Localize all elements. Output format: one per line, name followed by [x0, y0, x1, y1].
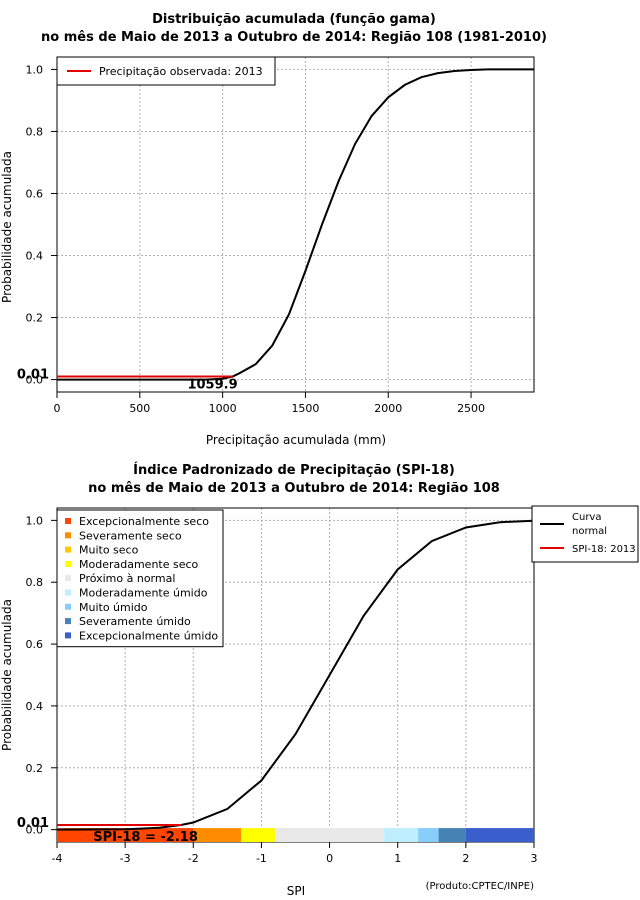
chart2-category-legend-label: Excepcionalmente úmido: [79, 629, 218, 642]
chart2-category-legend-label: Moderadamente seco: [79, 558, 199, 571]
chart2-x-tick-label: 1: [394, 852, 401, 865]
chart2-line-legend-label: normal: [572, 526, 607, 537]
chart2-line-legend-box: [531, 505, 639, 563]
chart2-normal-curve: [56, 519, 535, 831]
chart2-category-legend-label: Moderadamente úmido: [79, 587, 208, 600]
chart2-line-legend-label: Curva: [572, 512, 601, 523]
chart1-x-tick-label: 0: [54, 402, 61, 415]
chart1-y-tick-label: 0.2: [26, 312, 44, 325]
chart1-y-tick-label: 0.4: [26, 250, 44, 263]
chart2-y-axis-label: Probabilidade acumulada: [0, 599, 14, 751]
chart2-category-legend-label: Excepcionalmente seco: [79, 515, 209, 528]
chart2-category-band: [193, 828, 241, 842]
chart1-x-tick-label: 1500: [291, 402, 319, 415]
chart2-category-legend-swatch: [65, 532, 71, 539]
chart2-y-tick-label: 0.0: [26, 824, 44, 837]
chart2-line-legend-label: SPI-18: 2013: [572, 544, 636, 555]
chart2-y-tick-label: 0.6: [26, 638, 44, 651]
chart2-category-band: [465, 828, 534, 842]
chart2-category-band: [240, 828, 276, 842]
chart2-prob-label: 0.01: [17, 816, 49, 831]
chart1-legend-box: [56, 56, 276, 86]
chart2-category-legend-label: Severamente seco: [79, 529, 182, 542]
chart1-value-label: 1059.9: [187, 378, 237, 393]
chart1-y-axis-label: Probabilidade acumulada: [0, 151, 14, 303]
chart1-title-line2: no mês de Maio de 2013 a Outubro de 2014…: [41, 30, 547, 45]
chart2-x-tick-label: -4: [52, 852, 63, 865]
chart2-x-axis-label: SPI: [287, 884, 305, 898]
chart1-legend-label: Precipitação observada: 2013: [99, 65, 263, 78]
chart1-plot-frame: [56, 56, 535, 393]
chart1-y-tick-label: 0.6: [26, 187, 44, 200]
chart2-y-tick-label: 0.8: [26, 576, 44, 589]
chart2-category-legend-label: Muito seco: [79, 544, 139, 557]
chart2-x-tick-label: -2: [188, 852, 199, 865]
chart2-category-legend-swatch: [65, 603, 71, 610]
chart2-x-tick-label: -3: [120, 852, 131, 865]
chart2-y-tick-label: 0.4: [26, 700, 44, 713]
chart2-x-tick-label: 3: [531, 852, 538, 865]
chart2-category-legend-swatch: [65, 560, 71, 567]
chart2-title-line1: Índice Padronizado de Precipitação (SPI-…: [133, 462, 455, 478]
chart2-category-legend-box: [56, 509, 224, 648]
chart2-y-tick-label: 1.0: [26, 514, 44, 527]
chart2-x-tick-label: 0: [326, 852, 333, 865]
chart1-x-tick-label: 2000: [374, 402, 402, 415]
chart1-y-tick-label: 0.8: [26, 125, 44, 138]
chart2-spi-label: SPI-18 = -2.18: [93, 830, 198, 845]
chart2-category-band: [418, 828, 439, 842]
chart1-x-tick-label: 500: [129, 402, 150, 415]
chart2-category-legend-label: Severamente úmido: [79, 615, 191, 628]
chart2-category-legend-swatch: [65, 546, 71, 553]
chart2-category-band: [57, 828, 194, 842]
chart2-x-tick-label: -1: [256, 852, 267, 865]
chart2-category-band: [438, 828, 466, 842]
chart2-category-band: [384, 828, 419, 842]
chart1-x-tick-label: 2500: [457, 402, 485, 415]
chart2-category-band: [275, 828, 385, 842]
chart2-y-tick-label: 0.2: [26, 762, 44, 775]
chart1-title-line1: Distribuição acumulada (função gama): [152, 12, 436, 27]
chart2-category-legend-swatch: [65, 589, 71, 596]
chart1-y-tick-label: 1.0: [26, 63, 44, 76]
chart2-category-legend-label: Próximo à normal: [79, 572, 175, 585]
chart1-prob-label: 0.01: [17, 367, 49, 382]
chart2-category-legend-label: Muito úmido: [79, 601, 148, 614]
source-note: (Produto:CPTEC/INPE): [426, 881, 534, 892]
chart2-category-legend-swatch: [65, 575, 71, 582]
chart2-category-legend-swatch: [65, 618, 71, 625]
chart1-y-tick-label: 0.0: [26, 374, 44, 387]
chart1-gamma-curve: [57, 68, 534, 381]
chart2-category-legend-swatch: [65, 518, 71, 524]
chart2-category-legend-swatch: [65, 632, 71, 639]
chart2-title-line2: no mês de Maio de 2013 a Outubro de 2014…: [88, 481, 500, 496]
chart2-x-tick-label: 2: [462, 852, 469, 865]
chart1-x-axis-label: Precipitação acumulada (mm): [206, 433, 386, 447]
chart1-x-tick-label: 1000: [209, 402, 237, 415]
